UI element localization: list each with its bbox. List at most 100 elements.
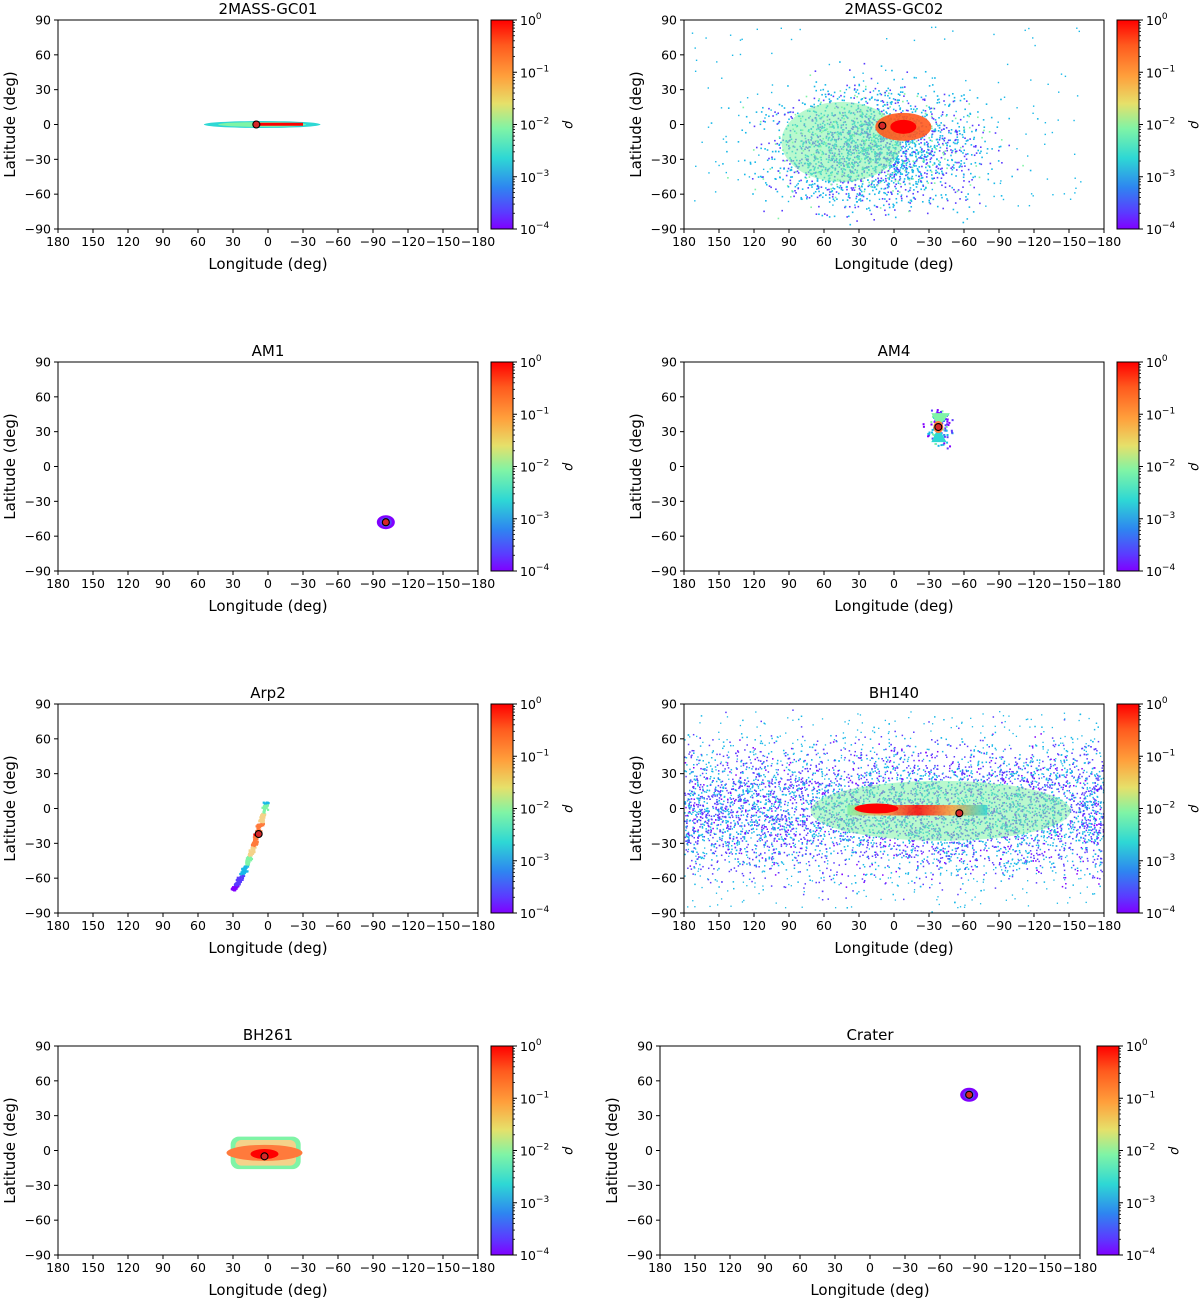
scatter-point xyxy=(955,150,957,153)
scatter-point xyxy=(928,431,931,434)
scatter-point xyxy=(986,148,989,150)
scatter-point xyxy=(774,797,776,799)
scatter-point xyxy=(782,159,784,162)
scatter-point xyxy=(847,196,850,198)
scatter-point xyxy=(975,152,978,154)
scatter-point xyxy=(982,119,985,121)
scatter-point xyxy=(929,139,932,142)
scatter-point xyxy=(765,200,767,202)
scatter-point xyxy=(941,196,943,199)
scatter-point xyxy=(936,165,938,168)
scatter-point xyxy=(996,775,998,777)
plot-area xyxy=(203,120,321,129)
scatter-point xyxy=(243,871,247,874)
scatter-point xyxy=(943,93,946,96)
scatter-point xyxy=(245,859,249,862)
scatter-point xyxy=(906,173,909,176)
scatter-point xyxy=(889,113,891,115)
y-tick-label: −90 xyxy=(651,222,677,237)
scatter-point xyxy=(939,161,942,164)
scatter-point xyxy=(958,843,960,845)
scatter-point xyxy=(781,209,784,212)
density-lobe xyxy=(931,427,947,443)
x-tick-label: 30 xyxy=(225,918,241,933)
scatter-point xyxy=(841,189,844,191)
scatter-point xyxy=(909,202,912,204)
scatter-point xyxy=(828,98,831,100)
scatter-point xyxy=(996,126,999,128)
scatter-point xyxy=(988,131,991,133)
scatter-point xyxy=(921,136,924,139)
scatter-point xyxy=(891,174,893,176)
scatter-point xyxy=(719,778,721,781)
scatter-point xyxy=(965,140,968,142)
scatter-point xyxy=(917,181,920,183)
scatter-point xyxy=(999,764,1002,767)
scatter-point xyxy=(904,189,907,191)
scatter-point xyxy=(925,95,927,97)
scatter-point xyxy=(832,193,834,196)
scatter-point xyxy=(871,182,873,185)
scatter-point xyxy=(937,167,940,170)
scatter-point xyxy=(930,421,933,424)
scatter-point xyxy=(886,103,889,106)
scatter-point xyxy=(951,166,954,168)
scatter-point xyxy=(874,186,876,188)
scatter-point xyxy=(931,127,933,130)
scatter-point xyxy=(914,151,916,154)
scatter-point xyxy=(1000,139,1003,141)
scatter-point xyxy=(1016,869,1018,871)
scatter-point xyxy=(964,108,966,111)
x-tick-label: −60 xyxy=(951,234,977,249)
scatter-point xyxy=(771,856,774,858)
scatter-point xyxy=(901,147,903,150)
scatter-point xyxy=(1025,133,1027,135)
scatter-point xyxy=(938,117,940,119)
scatter-point xyxy=(880,65,883,67)
scatter-point xyxy=(913,759,915,762)
scatter-point xyxy=(952,100,955,103)
x-tick-label: 150 xyxy=(81,918,105,933)
scatter-point xyxy=(911,139,913,142)
scatter-point xyxy=(960,160,963,162)
scatter-point xyxy=(914,198,917,200)
scatter-point xyxy=(933,154,935,157)
scatter-point xyxy=(951,168,954,171)
scatter-point xyxy=(890,101,893,103)
scatter-point xyxy=(950,872,953,874)
scatter-point xyxy=(885,174,887,177)
colorbar-tick-label: 10−2 xyxy=(1146,117,1175,133)
scatter-point xyxy=(729,34,732,36)
scatter-point xyxy=(1037,769,1040,771)
scatter-point xyxy=(1087,829,1090,831)
scatter-point xyxy=(828,216,831,218)
scatter-point xyxy=(852,851,854,854)
scatter-point xyxy=(955,110,957,113)
scatter-point xyxy=(1080,181,1082,183)
scatter-point xyxy=(763,761,765,763)
scatter-point xyxy=(735,870,738,872)
scatter-point xyxy=(888,177,890,179)
scatter-point xyxy=(902,145,904,148)
x-tick-label: 90 xyxy=(781,576,797,591)
scatter-point xyxy=(872,782,874,784)
scatter-point xyxy=(1078,807,1080,809)
x-tick-label: 60 xyxy=(190,918,206,933)
scatter-point xyxy=(950,129,953,131)
scatter-point xyxy=(265,804,268,808)
y-tick-label: 90 xyxy=(35,13,51,28)
scatter-point xyxy=(254,839,257,842)
scatter-point xyxy=(1088,807,1090,810)
scatter-point xyxy=(796,112,799,115)
scatter-point xyxy=(861,185,863,187)
panel-title: 2MASS-GC01 xyxy=(219,0,318,18)
scatter-point xyxy=(925,114,928,117)
scatter-point xyxy=(821,93,823,96)
scatter-point xyxy=(896,167,899,170)
scatter-point xyxy=(253,837,256,841)
scatter-point xyxy=(1044,121,1047,124)
scatter-point xyxy=(920,174,923,177)
scatter-point xyxy=(968,103,971,105)
scatter-point xyxy=(873,180,875,182)
scatter-point xyxy=(1032,760,1034,763)
